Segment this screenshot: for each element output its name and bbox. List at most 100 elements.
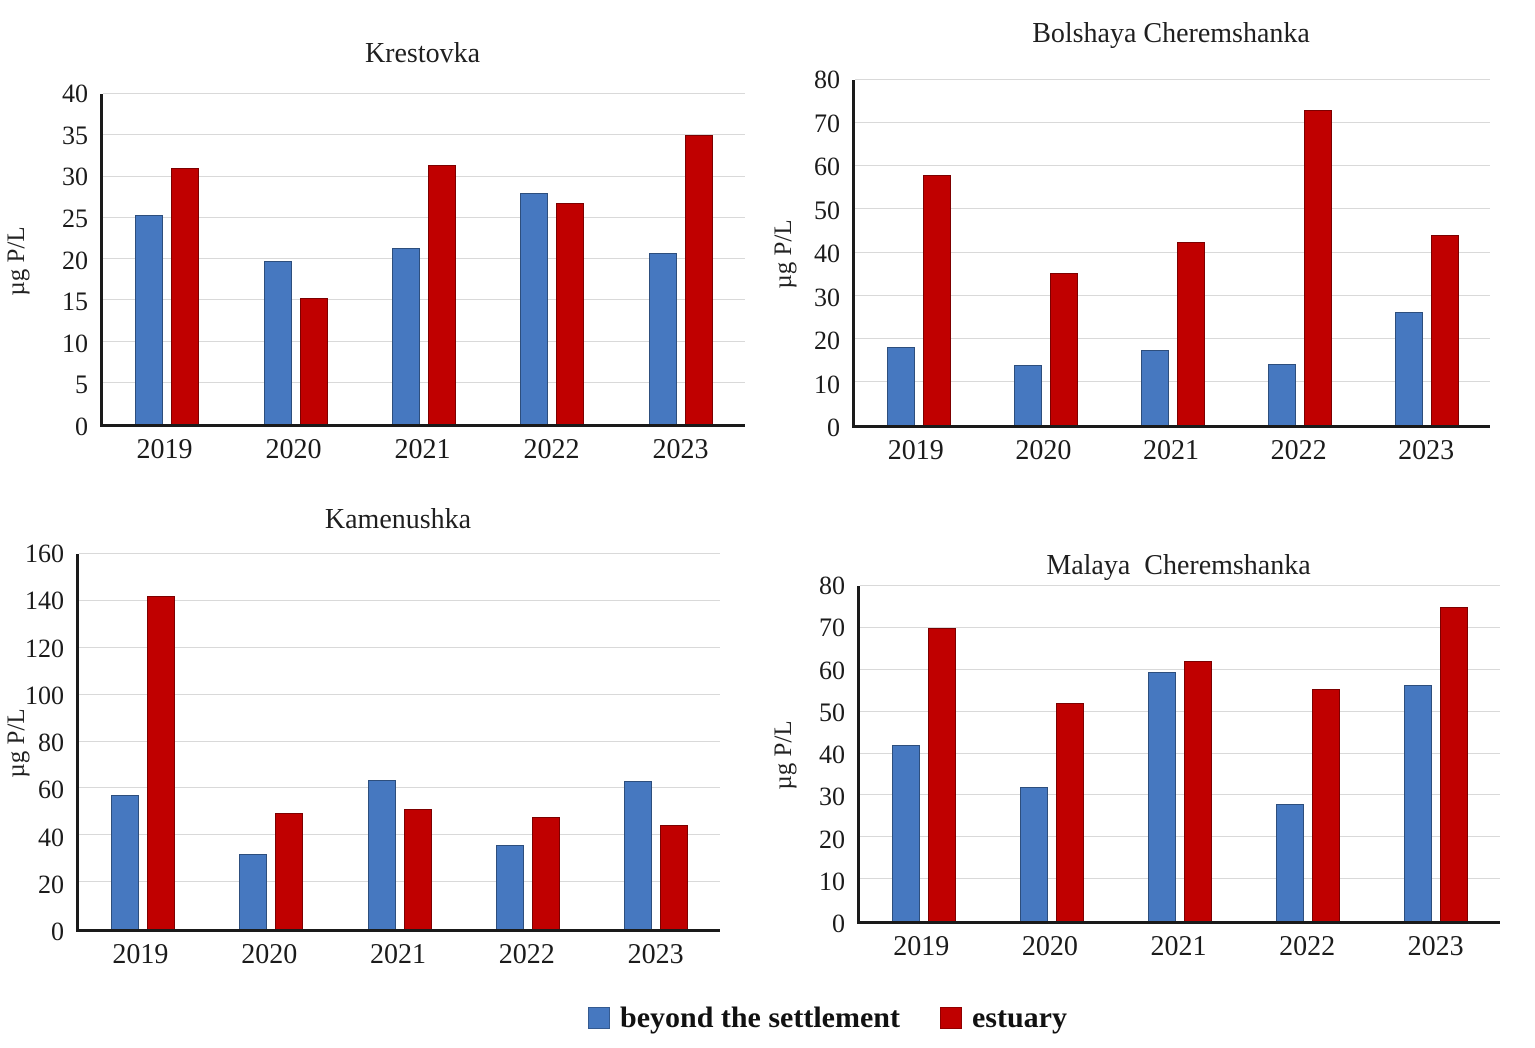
bar-estuary-2019 <box>147 596 176 929</box>
gridline <box>79 834 720 836</box>
x-tick-label: 2019 <box>136 434 193 465</box>
bar-estuary-2020 <box>275 812 304 929</box>
chart-bolshaya-cheremshanka: Bolshaya Cheremshanka µg P/L 0 10 20 30 40 50… <box>767 0 1535 480</box>
y-tick-label: 40 <box>38 822 64 852</box>
x-tick-label: 2022 <box>523 434 580 465</box>
bar-beyond-the-settlement-2020 <box>1013 364 1042 425</box>
y-tick-label: 80 <box>38 728 64 757</box>
y-tick-label: 25 <box>62 203 88 233</box>
chart-body: µg P/L 0 20 40 60 80 100 120 140 160 <box>0 540 767 946</box>
y-tick-label: 50 <box>819 697 845 727</box>
gridline <box>860 585 1500 586</box>
chart-title: Krestovka <box>364 38 481 69</box>
y-axis-unit-label: µg P/L <box>770 720 797 790</box>
gridline <box>860 794 1500 796</box>
x-tick-label: 2021 <box>369 939 426 970</box>
x-tick-label: 2020 <box>1021 931 1078 962</box>
chart-kamenushka: Kamenushka µg P/L 0 20 40 60 80 100 120 140 160 … <box>0 480 767 988</box>
plot-area <box>100 93 745 427</box>
bar-beyond-the-settlement-2020 <box>1020 787 1048 921</box>
bar-beyond-the-settlement-2020 <box>263 260 292 424</box>
y-tick-label: 10 <box>62 328 88 358</box>
x-tick-label: 2023 <box>1398 435 1455 466</box>
y-axis-ticks: 0 10 20 30 40 50 60 70 80 <box>801 66 852 442</box>
x-axis-labels: 2019 2020 2021 2022 2023 <box>100 434 745 466</box>
x-tick-label: 2022 <box>1270 435 1327 466</box>
bar-beyond-the-settlement-2021 <box>1148 671 1176 921</box>
y-tick-label: 140 <box>25 586 64 616</box>
y-axis-ticks: 0 20 40 60 80 100 120 140 160 <box>25 540 76 946</box>
chart-title: Bolshaya Cheremshanka <box>1032 18 1310 49</box>
y-tick-label: 50 <box>814 195 840 225</box>
y-tick-label: 30 <box>814 282 840 312</box>
x-tick-label: 2020 <box>1015 435 1072 466</box>
bar-beyond-the-settlement-2019 <box>135 215 164 424</box>
y-axis-ticks: 0 10 20 30 40 50 60 70 80 <box>801 572 857 938</box>
gridline <box>103 299 745 301</box>
chart-title: Kamenushka <box>324 504 472 535</box>
y-axis-unit-label: µg P/L <box>3 708 30 778</box>
x-tick-label: 2019 <box>887 435 944 466</box>
gridline <box>860 878 1500 880</box>
bar-beyond-the-settlement-2019 <box>111 795 140 929</box>
bar-estuary-2020 <box>299 297 328 424</box>
y-tick-label: 160 <box>25 539 64 568</box>
bar-beyond-the-settlement-2020 <box>239 854 268 929</box>
y-tick-label: 40 <box>819 740 845 769</box>
y-tick-label: 5 <box>75 370 88 400</box>
gridline <box>860 668 1500 670</box>
y-tick-label: 0 <box>75 412 88 441</box>
gridline <box>855 165 1490 167</box>
gridline <box>79 599 720 601</box>
gridline <box>79 646 720 648</box>
chart-body: µg P/L 0 10 20 30 40 50 60 70 80 <box>767 66 1535 442</box>
bar-estuary-2021 <box>1176 241 1205 425</box>
x-tick-label: 2023 <box>652 434 709 465</box>
gridline <box>103 216 745 218</box>
x-tick-label: 2021 <box>1142 435 1199 466</box>
x-axis-labels: 2019 2020 2021 2022 2023 <box>857 931 1500 963</box>
bar-beyond-the-settlement-2021 <box>392 248 420 424</box>
gridline <box>103 175 745 177</box>
bar-estuary-2022 <box>1312 688 1340 921</box>
y-tick-label: 40 <box>814 239 840 268</box>
gridline <box>855 294 1490 296</box>
y-tick-label: 20 <box>62 245 88 275</box>
bar-estuary-2021 <box>428 164 456 424</box>
legend-item-beyond-the-settlement: beyond the settlement <box>588 1001 900 1035</box>
x-tick-label: 2023 <box>1407 931 1464 962</box>
x-axis-labels: 2019 2020 2021 2022 2023 <box>76 939 720 971</box>
gridline <box>103 340 745 342</box>
x-tick-label: 2019 <box>112 939 169 970</box>
y-tick-label: 10 <box>814 369 840 399</box>
gridline <box>860 626 1500 628</box>
gridline <box>79 881 720 883</box>
y-tick-label: 100 <box>25 680 64 710</box>
bar-beyond-the-settlement-2023 <box>623 781 652 929</box>
y-tick-label: 20 <box>819 824 845 854</box>
y-axis-unit: µg P/L <box>767 586 801 924</box>
y-tick-label: 60 <box>814 152 840 181</box>
bar-beyond-the-settlement-2023 <box>648 253 677 424</box>
bar-estuary-2023 <box>1440 606 1468 921</box>
y-tick-label: 80 <box>814 65 840 94</box>
y-tick-label: 40 <box>62 79 88 108</box>
legend-label: beyond the settlement <box>620 1001 900 1034</box>
bar-estuary-2021 <box>403 809 432 929</box>
y-tick-label: 0 <box>827 413 840 442</box>
legend-label: estuary <box>971 1001 1067 1034</box>
bar-beyond-the-settlement-2023 <box>1394 311 1423 425</box>
x-tick-label: 2021 <box>1150 931 1207 962</box>
gridline <box>79 787 720 789</box>
y-axis-ticks: 0 5 10 15 20 25 30 35 40 <box>34 80 100 441</box>
y-tick-label: 60 <box>819 655 845 685</box>
y-tick-label: 0 <box>832 909 845 938</box>
y-axis-unit-label: µg P/L <box>3 225 30 296</box>
gridline <box>79 740 720 742</box>
gridline <box>855 79 1490 80</box>
x-tick-label: 2020 <box>265 434 322 465</box>
y-tick-label: 70 <box>814 108 840 138</box>
y-axis-unit-label: µg P/L <box>770 219 797 289</box>
bar-estuary-2022 <box>1303 110 1332 425</box>
